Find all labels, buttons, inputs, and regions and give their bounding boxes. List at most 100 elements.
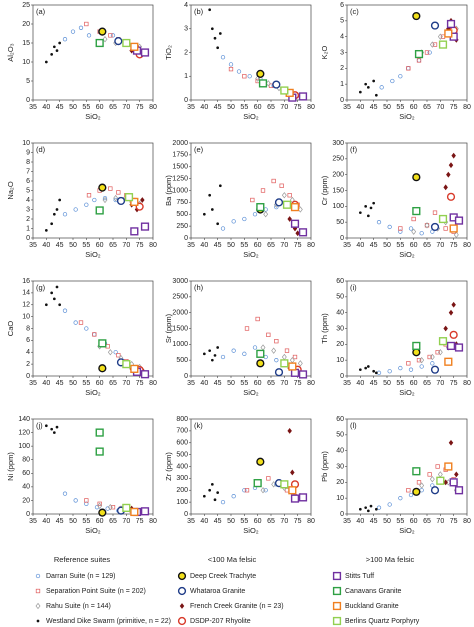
marker (92, 197, 97, 203)
marker (50, 427, 54, 431)
marker (444, 29, 453, 38)
marker (114, 36, 123, 46)
marker (213, 354, 217, 357)
y-tick-label: 0 (26, 373, 30, 380)
x-tick-label: 50 (227, 104, 235, 111)
marker (113, 194, 119, 202)
x-tick-label: 40 (356, 242, 364, 249)
y-tick-label: 6 (340, 2, 344, 9)
y-tick-label: 0 (184, 511, 188, 518)
x-tick-label: 45 (56, 242, 64, 249)
marker (290, 219, 300, 228)
legend-label: Rahu Suite (n = 144) (46, 603, 111, 610)
y-tick-label: 1500 (172, 325, 188, 332)
x-tick-label: 35 (343, 380, 351, 387)
y-tick-label: 250 (332, 156, 344, 163)
y-tick-label: 1 (340, 81, 344, 88)
marker (256, 359, 265, 368)
x-tick-label: 50 (69, 242, 77, 249)
marker (97, 502, 103, 510)
x-tick-label: 45 (370, 242, 378, 249)
y-axis-title: Cr (ppm) (320, 175, 329, 205)
marker (411, 228, 417, 235)
x-axis-title: SiO₂ (243, 112, 259, 121)
x-tick-label: 65 (423, 518, 431, 525)
marker (55, 49, 59, 52)
marker (427, 354, 432, 360)
marker (218, 32, 222, 35)
marker (95, 428, 104, 437)
marker (228, 62, 234, 67)
x-tick-label: 75 (450, 242, 458, 249)
y-tick-label: 5 (340, 18, 344, 25)
y-tick-label: 20 (22, 21, 30, 28)
marker (446, 171, 451, 178)
marker (374, 371, 378, 375)
marker (412, 487, 421, 496)
marker (95, 38, 104, 48)
x-tick-label: 35 (343, 104, 351, 111)
marker (408, 492, 414, 498)
marker (179, 603, 185, 609)
marker (52, 45, 56, 49)
x-tick-label: 75 (450, 380, 458, 387)
marker (202, 212, 206, 216)
marker (449, 478, 458, 487)
y-axis-title: Th (ppm) (320, 313, 329, 344)
panel-label: (b) (194, 7, 204, 16)
x-tick-label: 80 (463, 518, 471, 525)
marker (295, 230, 300, 237)
marker (52, 297, 56, 301)
y-tick-label: 1 (184, 73, 188, 80)
x-tick-label: 45 (214, 242, 222, 249)
x-tick-label: 65 (423, 104, 431, 111)
x-tick-label: 65 (109, 104, 117, 111)
x-tick-label: 70 (122, 380, 130, 387)
legend-heading: Reference suites (54, 555, 111, 564)
y-tick-label: 120 (18, 429, 30, 436)
legend-label: Deep Creek Trachyte (190, 573, 256, 580)
marker (216, 491, 220, 494)
y-tick-label: 50 (336, 294, 344, 301)
marker (444, 462, 453, 471)
x-tick-label: 75 (136, 518, 144, 525)
marker (436, 476, 445, 485)
marker (287, 193, 292, 198)
marker (44, 60, 48, 64)
x-tick-label: 80 (463, 104, 471, 111)
y-tick-label: 0 (340, 97, 344, 104)
marker (50, 53, 54, 56)
x-tick-label: 70 (280, 104, 288, 111)
y-tick-label: 400 (176, 463, 188, 470)
marker (263, 488, 268, 493)
marker (430, 361, 435, 366)
marker (130, 364, 139, 373)
y-tick-label: 0 (340, 235, 344, 242)
y-tick-label: 14 (22, 290, 30, 297)
x-tick-label: 45 (370, 380, 378, 387)
marker (366, 509, 370, 513)
panel-label: (c) (350, 7, 359, 16)
marker (435, 464, 440, 469)
marker (438, 214, 448, 224)
marker (86, 33, 92, 38)
y-tick-label: 3000 (172, 278, 188, 285)
x-tick-label: 70 (436, 104, 444, 111)
x-tick-label: 55 (240, 518, 248, 525)
y-tick-label: 100 (332, 203, 344, 210)
x-tick-label: 65 (109, 518, 117, 525)
x-tick-label: 60 (410, 242, 418, 249)
y-axis-title: Na₂O (6, 181, 15, 199)
marker (390, 78, 395, 84)
marker (274, 198, 284, 207)
marker (438, 337, 448, 346)
marker (412, 11, 421, 21)
marker (358, 211, 362, 215)
x-tick-label: 55 (396, 242, 404, 249)
y-tick-label: 80 (22, 457, 30, 464)
marker (429, 475, 435, 483)
marker (84, 326, 89, 331)
marker (446, 192, 456, 201)
y-axis-title: Al₂O₃ (6, 43, 15, 61)
